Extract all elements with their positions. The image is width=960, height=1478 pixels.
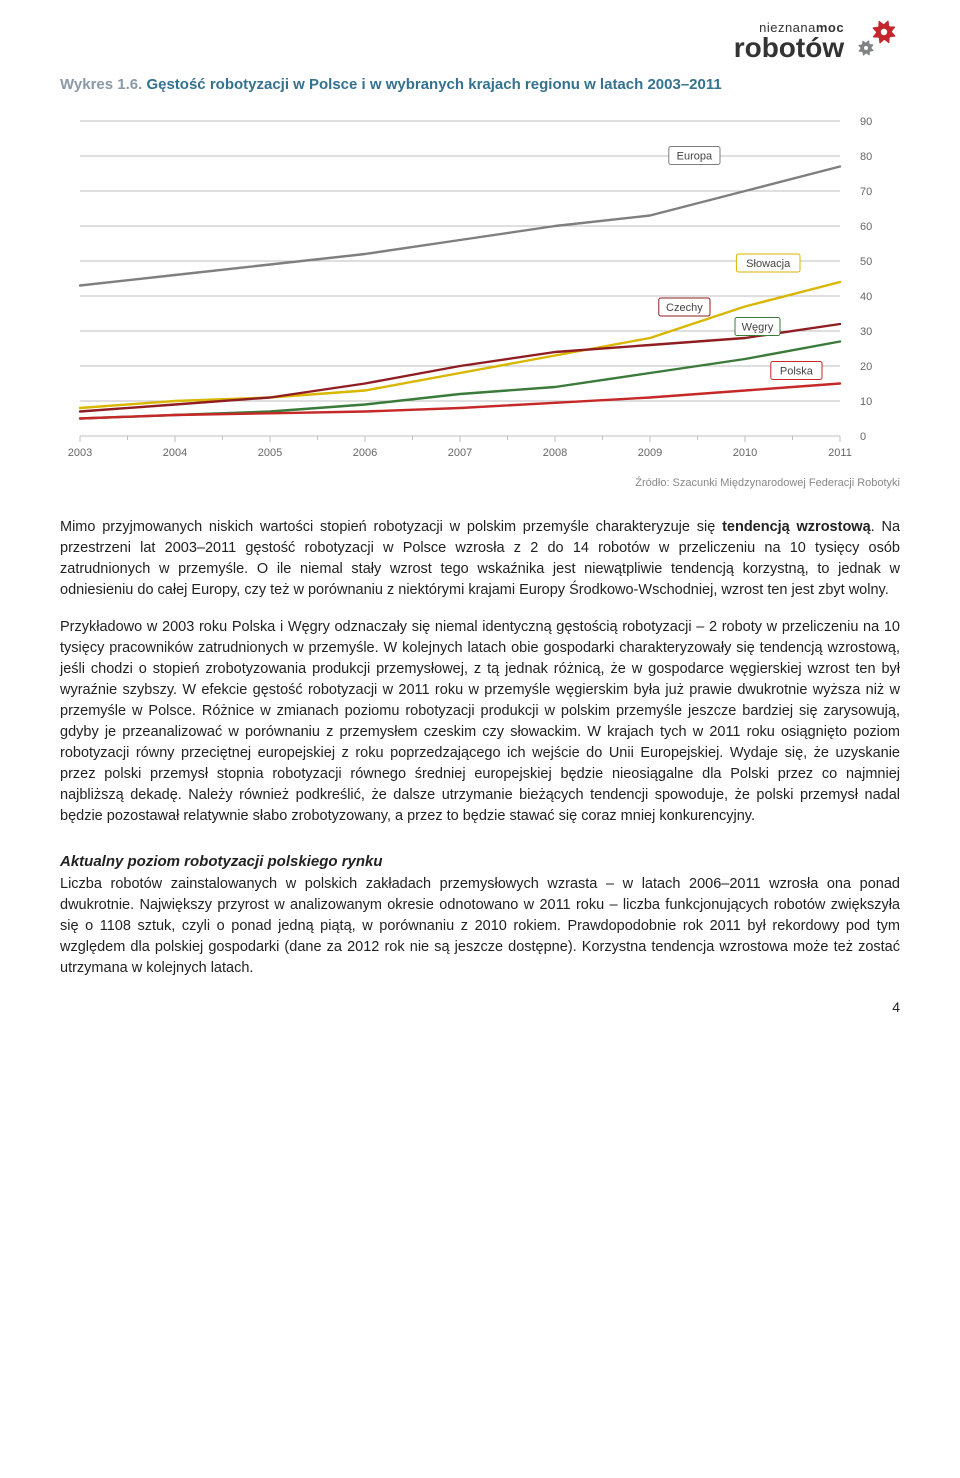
svg-text:2009: 2009 [638, 447, 662, 459]
chart-title-main: Gęstość robotyzacji w Polsce i w wybrany… [146, 76, 721, 93]
paragraph-1: Mimo przyjmowanych niskich wartości stop… [60, 517, 900, 601]
gears-icon [854, 20, 900, 60]
chart-source: Źródło: Szacunki Międzynarodowej Federac… [60, 477, 900, 489]
svg-text:2010: 2010 [733, 447, 757, 459]
header-logo-wrap: nieznanamoc robotów [60, 20, 900, 60]
svg-text:Europa: Europa [677, 151, 713, 163]
svg-text:50: 50 [860, 256, 872, 268]
svg-text:Węgry: Węgry [742, 322, 774, 334]
svg-text:70: 70 [860, 186, 872, 198]
svg-text:30: 30 [860, 326, 872, 338]
svg-text:Słowacja: Słowacja [746, 258, 791, 270]
svg-text:Polska: Polska [780, 366, 814, 378]
section-heading: Aktualny poziom robotyzacji polskiego ry… [60, 853, 900, 870]
line-chart: 0 10 20 30 40 50 60 70 80 90 2003 2004 2005 2006 2007 2… [60, 111, 900, 471]
svg-text:20: 20 [860, 361, 872, 373]
chart-svg: 0 10 20 30 40 50 60 70 80 90 2003 2004 2005 2006 2007 2… [60, 111, 900, 471]
svg-text:2006: 2006 [353, 447, 377, 459]
svg-text:40: 40 [860, 291, 872, 303]
header-logo: nieznanamoc robotów [734, 20, 900, 60]
svg-text:60: 60 [860, 221, 872, 233]
svg-text:2004: 2004 [163, 447, 187, 459]
chart-title: Wykres 1.6. Gęstość robotyzacji w Polsce… [60, 76, 900, 93]
logo-line2: robotów [734, 35, 844, 60]
svg-text:2003: 2003 [68, 447, 92, 459]
svg-text:2011: 2011 [828, 447, 852, 459]
paragraph-2: Przykładowo w 2003 roku Polska i Węgry o… [60, 617, 900, 827]
svg-text:90: 90 [860, 116, 872, 128]
svg-text:80: 80 [860, 151, 872, 163]
svg-text:2007: 2007 [448, 447, 472, 459]
svg-text:Czechy: Czechy [666, 302, 703, 314]
svg-text:2008: 2008 [543, 447, 567, 459]
paragraph-3: Liczba robotów zainstalowanych w polskic… [60, 874, 900, 979]
svg-text:2005: 2005 [258, 447, 282, 459]
chart-title-pre: Wykres 1.6. [60, 76, 142, 93]
svg-text:0: 0 [860, 431, 866, 443]
svg-text:10: 10 [860, 396, 872, 408]
page-number: 4 [60, 999, 900, 1015]
